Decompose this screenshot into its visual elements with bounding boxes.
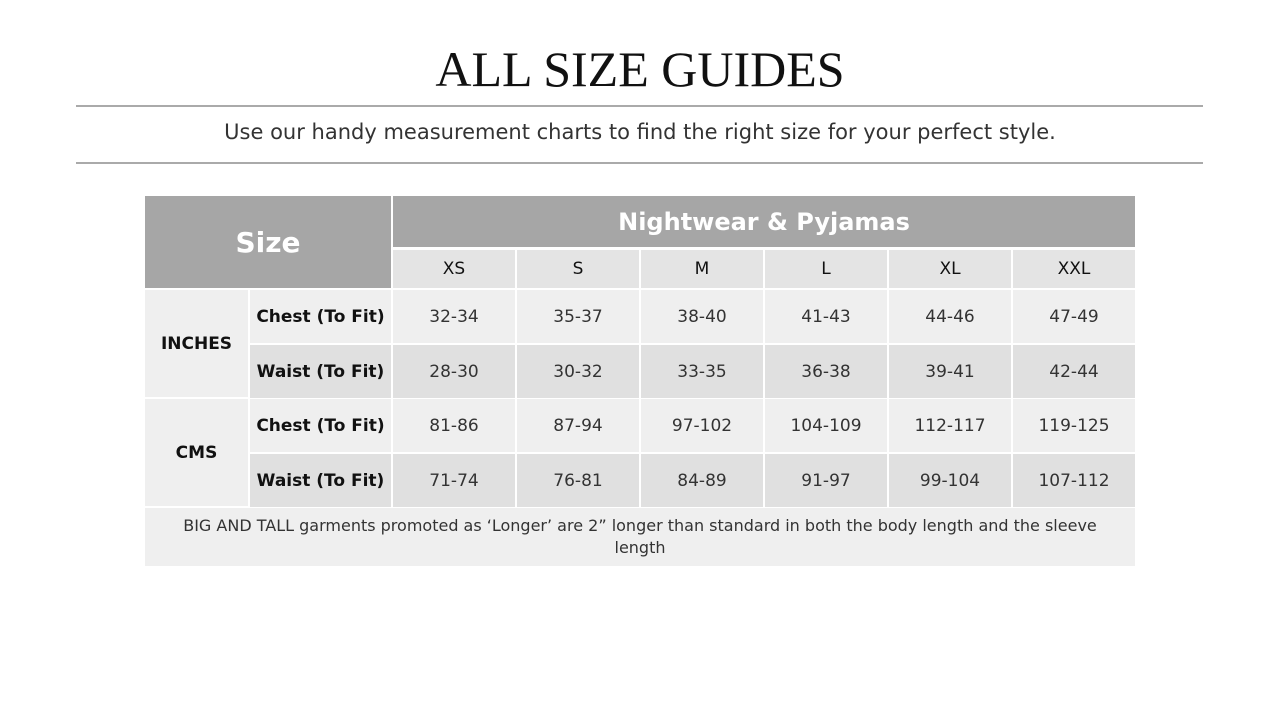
table-cell: 71-74 [393, 454, 515, 507]
category-header: Nightwear & Pyjamas [393, 196, 1135, 247]
table-cell: 99-104 [889, 454, 1011, 507]
table-cell: 30-32 [517, 345, 639, 398]
measurement-label: Waist (To Fit) [250, 454, 391, 507]
size-column-header: L [765, 250, 887, 288]
table-cell: 104-109 [765, 399, 887, 452]
table-cell: 119-125 [1013, 399, 1135, 452]
divider [76, 105, 1203, 107]
size-header: Size [145, 196, 391, 288]
table-cell: 41-43 [765, 290, 887, 343]
table-cell: 76-81 [517, 454, 639, 507]
table-cell: 107-112 [1013, 454, 1135, 507]
size-column-header: XS [393, 250, 515, 288]
table-cell: 47-49 [1013, 290, 1135, 343]
table-cell: 33-35 [641, 345, 763, 398]
table-cell: 97-102 [641, 399, 763, 452]
table-cell: 44-46 [889, 290, 1011, 343]
table-cell: 42-44 [1013, 345, 1135, 398]
table-cell: 91-97 [765, 454, 887, 507]
table-cell: 28-30 [393, 345, 515, 398]
size-column-header: XL [889, 250, 1011, 288]
table-cell: 112-117 [889, 399, 1011, 452]
size-column-header: XXL [1013, 250, 1135, 288]
measurement-label: Chest (To Fit) [250, 399, 391, 452]
measurement-label: Waist (To Fit) [250, 345, 391, 398]
unit-label: CMS [145, 399, 248, 506]
unit-label: INCHES [145, 290, 248, 397]
table-cell: 35-37 [517, 290, 639, 343]
page-title: ALL SIZE GUIDES [435, 41, 845, 97]
divider [76, 162, 1203, 164]
size-column-header: S [517, 250, 639, 288]
subtitle: Use our handy measurement charts to find… [224, 120, 1056, 144]
table-cell: 81-86 [393, 399, 515, 452]
size-column-header: M [641, 250, 763, 288]
table-cell: 39-41 [889, 345, 1011, 398]
table-cell: 38-40 [641, 290, 763, 343]
table-cell: 32-34 [393, 290, 515, 343]
table-cell: 36-38 [765, 345, 887, 398]
table-cell: 87-94 [517, 399, 639, 452]
footnote: BIG AND TALL garments promoted as ‘Longe… [145, 508, 1135, 566]
measurement-label: Chest (To Fit) [250, 290, 391, 343]
table-cell: 84-89 [641, 454, 763, 507]
